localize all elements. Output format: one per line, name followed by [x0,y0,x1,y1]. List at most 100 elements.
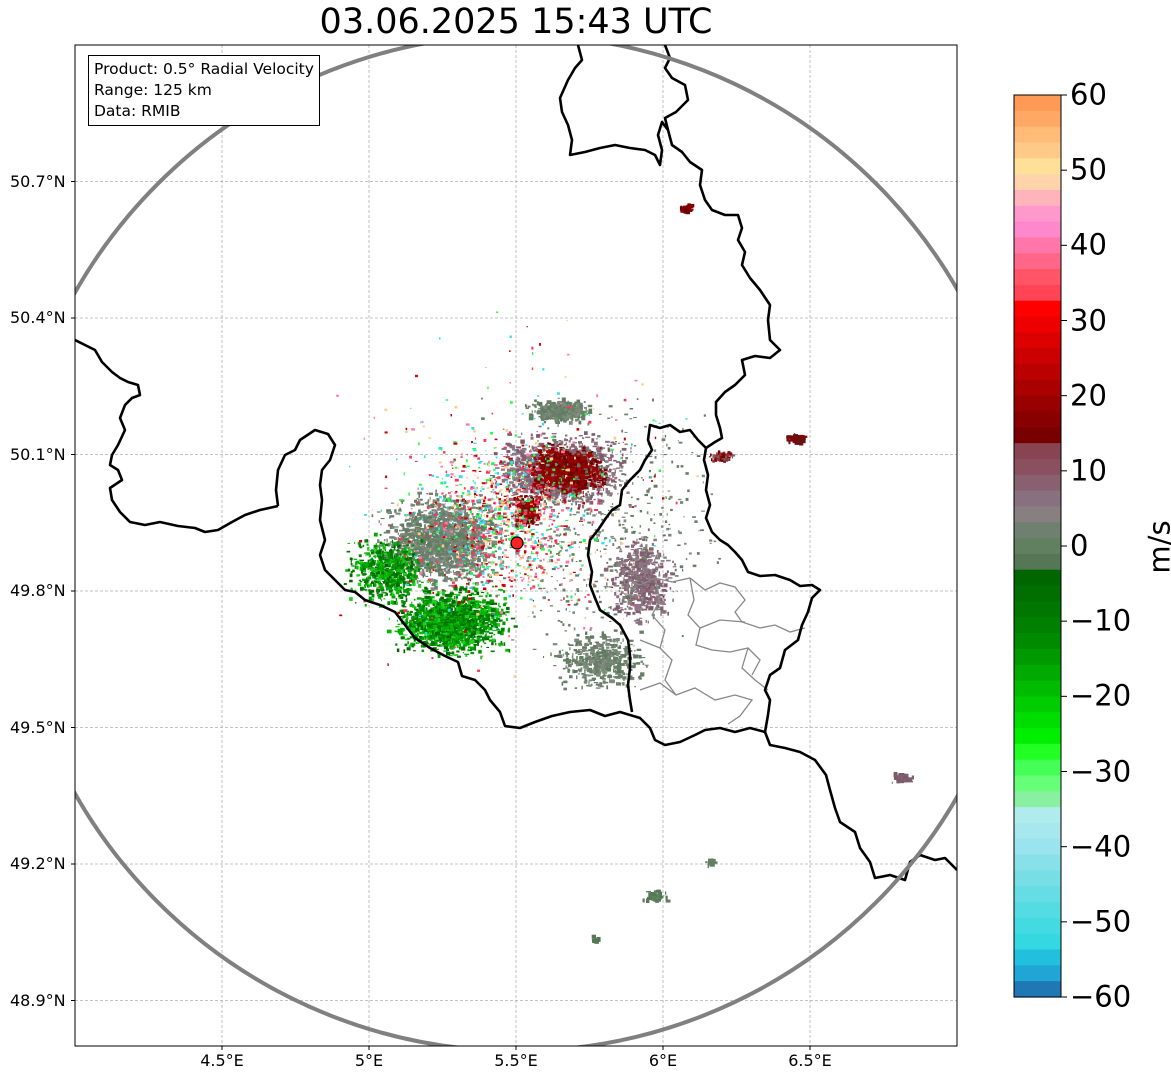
echo-pixel [388,524,393,527]
echo-pixel [419,602,421,605]
echo-pixel [354,541,356,544]
echo-pixel [459,530,462,533]
echo-pixel [389,515,395,518]
echo-pixel [476,630,480,635]
echo-pixel [442,495,447,498]
echo-pixel [528,454,533,457]
echo-pixel [407,532,410,537]
echo-pixel [399,550,402,555]
echo-pixel [614,486,617,490]
echo-pixel [453,502,457,506]
echo-pixel [500,627,505,632]
echo-pixel [467,615,472,618]
echo-pixel [465,611,469,615]
echo-pixel [543,437,549,439]
echo-pixel [445,637,448,641]
echo-pixel [478,615,483,618]
echo-pixel [388,556,390,560]
echo-pixel [436,628,440,630]
echo-pixel [553,446,558,451]
echo-pixel [389,536,395,539]
echo-pixel [438,521,442,526]
echo-pixel [455,631,458,634]
echo-pixel [406,524,411,526]
echo-pixel [447,541,452,545]
echo-pixel [477,642,479,646]
echo-pixel [446,524,450,528]
echo-pixel [480,580,484,584]
echo-pixel [535,456,540,461]
echo-pixel [470,615,476,618]
echo-pixel [429,496,431,500]
echo-pixel [432,499,436,503]
echo-pixel [423,607,426,610]
echo-pixel [426,631,430,635]
echo-pixel [431,503,436,506]
echo-pixel [437,518,442,520]
echo-pixel [421,562,426,566]
echo-pixel [390,526,392,529]
echo-pixel [420,561,422,565]
echo-pixel [542,450,545,452]
echo-pixel [453,616,456,619]
echo-pixel [415,548,421,551]
echo-pixel [449,553,453,555]
echo-pixel [602,487,605,491]
echo-pixel [421,619,425,622]
echo-pixel [415,628,419,632]
echo-pixel [480,645,483,648]
echo-pixel [503,603,506,607]
echo-pixel [406,555,409,559]
echo-pixel [552,480,555,484]
echo-pixel [470,619,473,624]
echo-pixel [456,515,461,518]
echo-pixel [438,628,442,632]
echo-pixel [386,538,388,543]
echo-pixel [378,548,383,551]
echo-pixel [494,626,498,629]
echo-pixel [443,579,446,582]
echo-pixel [613,459,617,462]
echo-pixel [413,519,418,521]
echo-pixel [425,575,429,577]
echo-pixel [574,498,577,500]
echo-pixel [440,513,445,515]
echo-pixel [415,608,419,611]
echo-pixel [429,613,431,617]
echo-pixel [480,631,484,634]
echo-pixel [483,504,488,508]
echo-pixel [480,608,486,613]
echo-pixel [527,472,529,476]
echo-pixel [462,587,468,591]
echo-pixel [593,498,596,501]
echo-pixel [402,600,406,605]
echo-pixel [418,629,421,633]
echo-pixel [394,509,397,513]
echo-pixel [442,632,448,635]
echo-pixel [417,530,421,532]
echo-pixel [455,547,459,551]
echo-pixel [485,602,487,606]
echo-pixel [564,493,568,497]
echo-pixel [526,456,532,460]
echo-pixel [432,513,436,517]
echo-pixel [431,552,435,554]
echo-pixel [416,513,422,516]
echo-pixel [491,635,493,638]
echo-pixel [423,641,427,643]
echo-pixel [434,548,439,552]
echo-pixel [537,445,542,448]
echo-pixel [444,622,449,626]
echo-pixel [422,600,424,604]
echo-pixel [436,502,440,506]
echo-pixel [415,523,418,527]
echo-pixel [441,614,444,616]
echo-pixel [420,644,426,648]
echo-pixel [599,486,604,489]
echo-pixel [501,475,507,477]
echo-pixel [451,604,456,608]
echo-pixel [493,633,496,636]
echo-pixel [521,447,526,449]
echo-pixel [592,445,597,448]
echo-pixel [419,631,424,635]
